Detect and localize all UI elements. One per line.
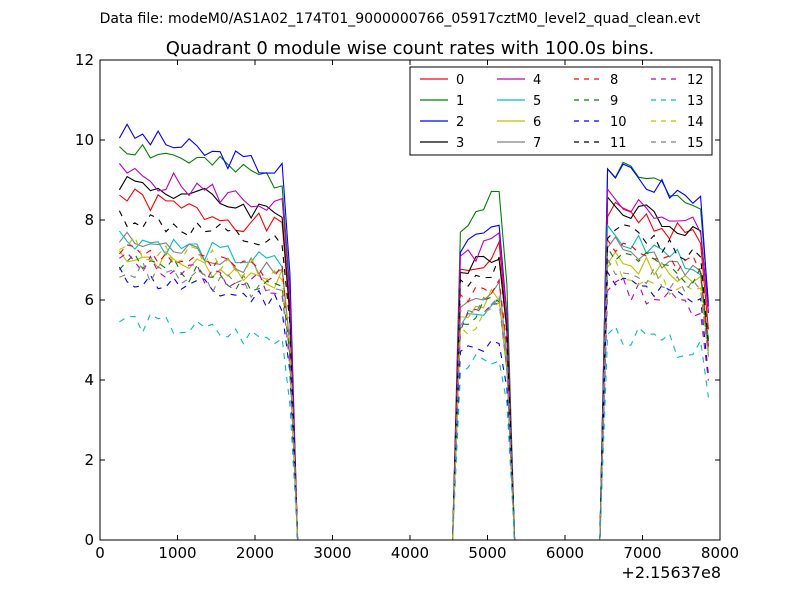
y-tick-label: 6 <box>84 291 94 309</box>
series-line-0 <box>119 188 709 540</box>
legend-label-3: 3 <box>456 136 464 151</box>
legend-label-10: 10 <box>610 115 627 130</box>
legend-label-6: 6 <box>533 115 541 130</box>
x-tick-label: 3000 <box>313 544 351 562</box>
axis-ticks: 0 1000 2000 3000 4000 5000 6000 7000 80000246810… <box>75 51 739 562</box>
series-line-15 <box>119 258 709 540</box>
series-line-12 <box>119 251 709 540</box>
legend-label-14: 14 <box>687 115 704 130</box>
series-line-4 <box>118 163 709 540</box>
series-line-14 <box>119 235 709 540</box>
y-tick-label: 4 <box>84 371 94 389</box>
legend-label-12: 12 <box>687 73 704 88</box>
figure-suptitle: Data file: modeM0/AS1A02_174T01_90000007… <box>100 11 701 27</box>
x-tick-label: 4000 <box>391 544 429 562</box>
y-tick-label: 0 <box>84 531 94 549</box>
series-line-13 <box>119 313 709 540</box>
legend-label-8: 8 <box>610 73 618 88</box>
legend-label-7: 7 <box>533 136 541 151</box>
legend-label-5: 5 <box>533 94 541 109</box>
y-tick-label: 2 <box>84 451 94 469</box>
x-tick-label: 2000 <box>236 544 274 562</box>
legend-label-0: 0 <box>456 73 464 88</box>
x-tick-label: 5000 <box>468 544 506 562</box>
series-line-2 <box>118 123 709 540</box>
x-offset-label: +2.15637e8 <box>621 563 721 582</box>
legend-label-2: 2 <box>456 115 464 130</box>
series-line-7 <box>118 231 709 540</box>
plot-area <box>118 123 709 540</box>
x-tick-label: 6000 <box>546 544 584 562</box>
legend-label-9: 9 <box>610 94 618 109</box>
x-tick-label: 7000 <box>623 544 661 562</box>
legend-label-1: 1 <box>456 94 464 109</box>
x-tick-label: 8000 <box>701 544 739 562</box>
legend-box <box>409 66 713 156</box>
chart-title: Quadrant 0 module wise count rates with … <box>166 38 655 59</box>
legend-label-4: 4 <box>533 73 541 88</box>
x-tick-label: 0 <box>95 544 105 562</box>
legend-label-11: 11 <box>610 136 627 151</box>
series-line-8 <box>118 238 709 540</box>
legend-label-15: 15 <box>687 136 704 151</box>
y-tick-label: 10 <box>75 131 94 149</box>
series-line-11 <box>118 210 709 540</box>
series-line-6 <box>118 250 709 540</box>
series-line-5 <box>118 223 709 540</box>
x-tick-label: 1000 <box>158 544 196 562</box>
y-tick-label: 12 <box>75 51 94 69</box>
series-line-3 <box>118 175 709 540</box>
y-tick-label: 8 <box>84 211 94 229</box>
series-line-10 <box>118 266 709 540</box>
legend-label-13: 13 <box>687 94 704 109</box>
series-line-1 <box>119 143 709 540</box>
series-line-9 <box>118 246 709 540</box>
